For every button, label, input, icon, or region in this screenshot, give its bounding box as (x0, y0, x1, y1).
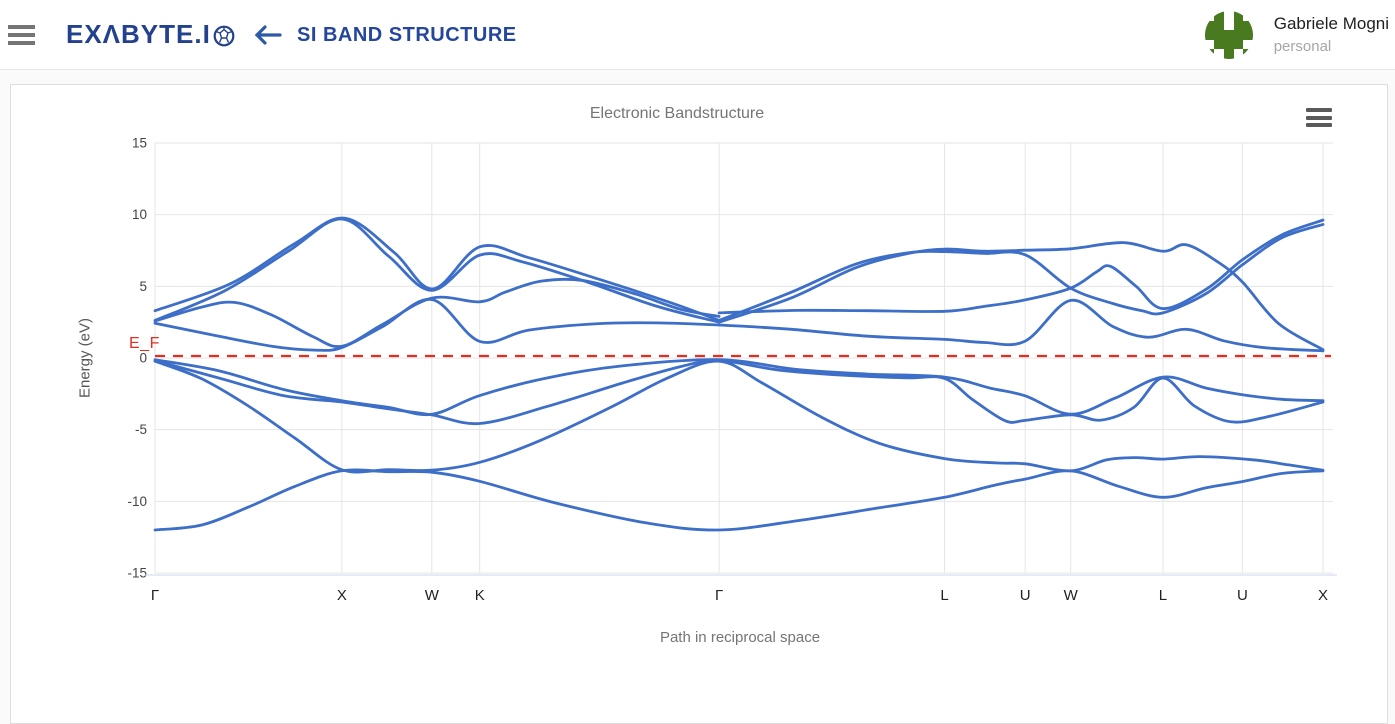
band-curve (717, 218, 1325, 315)
band-curve (153, 359, 1325, 474)
x-axis-tick-label: L (1159, 587, 1167, 604)
y-axis-tick-label: -15 (127, 566, 147, 581)
band-curve (153, 358, 1325, 417)
x-axis-tick-label: W (1064, 587, 1079, 604)
x-axis-tick-label: Γ (715, 587, 723, 604)
y-axis-tick-label: 5 (139, 279, 147, 294)
x-axis-tick-label: X (1318, 587, 1328, 604)
y-axis-tick-label: -5 (135, 422, 147, 437)
user-name: Gabriele Mogni (1273, 14, 1389, 33)
y-axis-tick-label: -10 (127, 494, 147, 509)
band-curve (153, 468, 1325, 532)
x-axis-tick-label: K (475, 587, 485, 604)
band-curve (717, 241, 1325, 352)
y-axis-title: Energy (eV) (76, 317, 94, 399)
y-axis-tick-label: 0 (139, 351, 147, 366)
x-axis-title: Path in reciprocal space (659, 629, 821, 646)
band-curve (153, 359, 1325, 426)
back-arrow-icon[interactable] (250, 22, 284, 53)
logo-text: EXΛBYTE.I (66, 19, 211, 49)
y-axis-tick-label: 10 (132, 207, 147, 222)
x-axis-tick-label: U (1020, 587, 1031, 604)
chart-title: Electronic Bandstructure (589, 105, 765, 122)
fermi-level-label: E_F (129, 335, 160, 352)
y-axis-tick-label: 15 (132, 136, 147, 151)
x-axis-tick-label: U (1237, 587, 1248, 604)
x-axis-tick-label: X (337, 587, 347, 604)
band-curve (153, 277, 721, 348)
band-curve (153, 216, 721, 322)
page-title: SI BAND STRUCTURE (297, 24, 517, 46)
chart-context-menu-icon[interactable] (1306, 108, 1332, 127)
x-axis-tick-label: Γ (151, 587, 159, 604)
menu-icon[interactable] (8, 25, 35, 45)
band-curve (153, 298, 1325, 353)
account-type-label: personal (1273, 38, 1332, 55)
app-header: EXΛBYTE.I SI BAND STRUCTURE Gabriele Mog… (0, 0, 1395, 70)
band-curve (717, 223, 1325, 322)
molecule-logo-icon (213, 25, 235, 46)
avatar[interactable] (1204, 11, 1253, 59)
x-axis-tick-label: W (425, 587, 440, 604)
bandstructure-plot: 15 10 5 0 -5 -10 -15 Γ X W K Γ L U W L U X (127, 136, 1337, 604)
band-curve (153, 217, 721, 324)
exabyte-logo[interactable]: EXΛBYTE.I (66, 19, 236, 50)
x-axis-tick-label: L (940, 587, 948, 604)
user-menu[interactable]: Gabriele Mogni personal (1204, 11, 1389, 59)
